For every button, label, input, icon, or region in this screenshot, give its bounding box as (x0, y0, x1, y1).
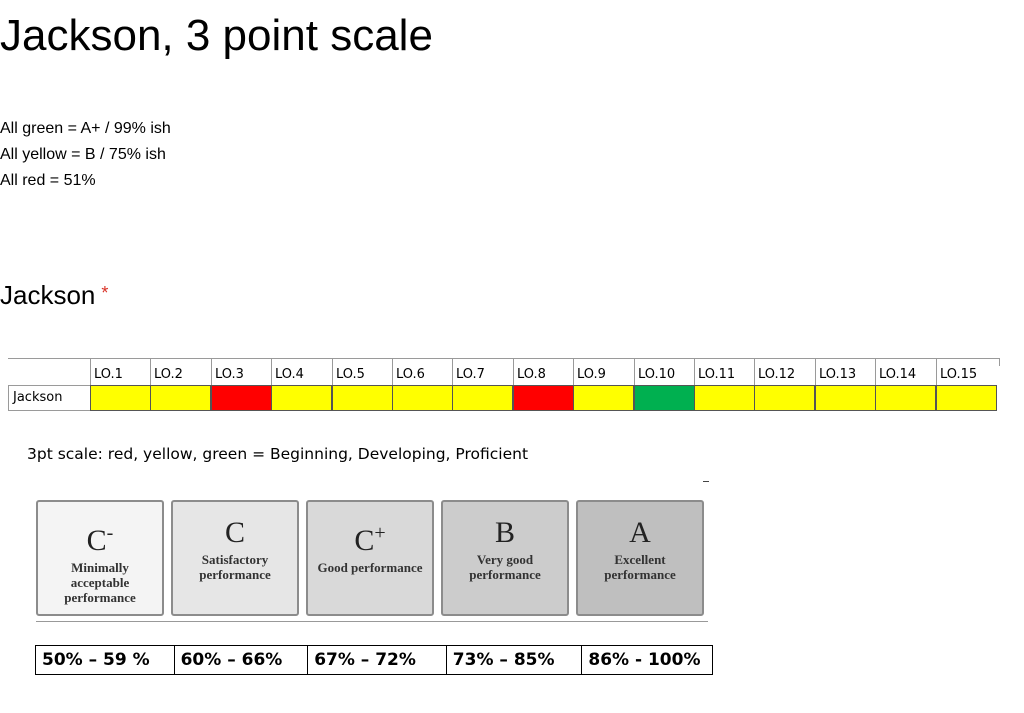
required-marker: * (101, 283, 109, 303)
grid-tick (634, 358, 635, 366)
column-header: LO.4 (271, 365, 331, 385)
rating-cell-yellow (90, 385, 151, 411)
rating-cell-red (211, 385, 272, 411)
grade-description: Satisfactory performance (199, 552, 271, 582)
grade-description: Good performance (317, 560, 423, 575)
grade-description: Very good performance (469, 552, 541, 582)
grade-modifier: + (374, 522, 386, 544)
lo-rating-grid: Jackson LO.1 LO.2 LO.3 LO.4 LO.5 LO.6 LO.7 LO.8… (8, 358, 1001, 412)
column-header: LO.12 (754, 365, 814, 385)
column-header: LO.9 (573, 365, 633, 385)
grid-tick (815, 358, 816, 366)
grade-letter-text: A (629, 516, 651, 549)
grade-range: 60% – 66% (175, 646, 309, 674)
grade-letter-text: C (224, 516, 245, 549)
column-header: LO.5 (332, 365, 392, 385)
grade-box: B Very good performance (441, 500, 569, 616)
rating-cell-yellow (150, 385, 211, 411)
rating-cell-yellow (936, 385, 997, 411)
rating-cell-yellow (815, 385, 876, 411)
grade-letter-text: C (86, 524, 107, 557)
question-label: Jackson (0, 280, 96, 310)
grade-ranges: 50% – 59 % 60% – 66% 67% – 72% 73% – 85% 86%… (35, 645, 713, 675)
rating-cell-yellow (875, 385, 936, 411)
grid-tick (513, 358, 514, 366)
grade-letter: C (173, 516, 297, 550)
column-header: LO.6 (392, 365, 452, 385)
grid-tick (936, 358, 937, 366)
column-header: LO.3 (211, 365, 271, 385)
notes: All green = A+ / 99% ish All yellow = B … (0, 116, 171, 194)
grid-tick (875, 358, 876, 366)
column-header: LO.2 (150, 365, 210, 385)
grade-box: C+ Good performance (306, 500, 434, 616)
rating-cell-yellow (332, 385, 393, 411)
column-header: LO.8 (513, 365, 573, 385)
grid-tick (332, 358, 333, 366)
grade-baseline (36, 621, 708, 622)
column-header: LO.7 (452, 365, 512, 385)
grid-tick (999, 358, 1000, 366)
grade-letter-text: B (494, 516, 515, 549)
scale-caption: 3pt scale: red, yellow, green = Beginnin… (27, 445, 529, 463)
grid-tick (150, 358, 151, 366)
grid-tick (271, 358, 272, 366)
grid-row-label: Jackson (8, 385, 90, 411)
rating-cell-yellow (573, 385, 634, 411)
grade-box: C Satisfactory performance (171, 500, 299, 616)
note-green: All green = A+ / 99% ish (0, 120, 171, 137)
rating-cell-yellow (694, 385, 755, 411)
grade-range: 73% – 85% (447, 646, 583, 674)
column-header: LO.11 (694, 365, 754, 385)
grade-range: 67% – 72% (308, 646, 447, 674)
divider-mark (703, 481, 709, 482)
note-red: All red = 51% (0, 172, 96, 189)
note-yellow: All yellow = B / 75% ish (0, 146, 166, 163)
grade-range: 50% – 59 % (36, 646, 175, 674)
grid-tick (754, 358, 755, 366)
grade-description: Minimally acceptable performance (64, 560, 136, 605)
column-header: LO.10 (634, 365, 694, 385)
grid-tick (452, 358, 453, 366)
grade-range: 86% - 100% (588, 650, 701, 670)
grid-tick (211, 358, 212, 366)
grade-letter: C+ (308, 516, 432, 558)
column-header: LO.14 (875, 365, 935, 385)
grade-box: A Excellent performance (576, 500, 704, 616)
rating-cell-yellow (754, 385, 815, 411)
grade-description: Excellent performance (604, 552, 676, 582)
grade-letter: C- (38, 516, 162, 558)
grade-letter-text: C (354, 524, 375, 557)
grid-tick (392, 358, 393, 366)
rating-cell-red (513, 385, 574, 411)
grid-tick (694, 358, 695, 366)
question-title: Jackson * (0, 278, 108, 312)
grade-letter: B (443, 516, 567, 550)
grid-tick (90, 358, 91, 366)
rating-cell-green (634, 385, 695, 411)
column-header: LO.1 (90, 365, 150, 385)
column-header: LO.15 (936, 365, 996, 385)
page-title: Jackson, 3 point scale (0, 11, 433, 60)
grade-letter: A (578, 516, 702, 550)
rating-cell-yellow (392, 385, 453, 411)
rating-cell-yellow (452, 385, 513, 411)
grid-top-rule (8, 358, 1000, 359)
grade-modifier: - (106, 522, 114, 544)
grade-boxes: C- Minimally acceptable performance C Satis… (36, 500, 708, 618)
grade-box: C- Minimally acceptable performance (36, 500, 164, 616)
column-header: LO.13 (815, 365, 875, 385)
rating-cell-yellow (271, 385, 332, 411)
grid-tick (573, 358, 574, 366)
